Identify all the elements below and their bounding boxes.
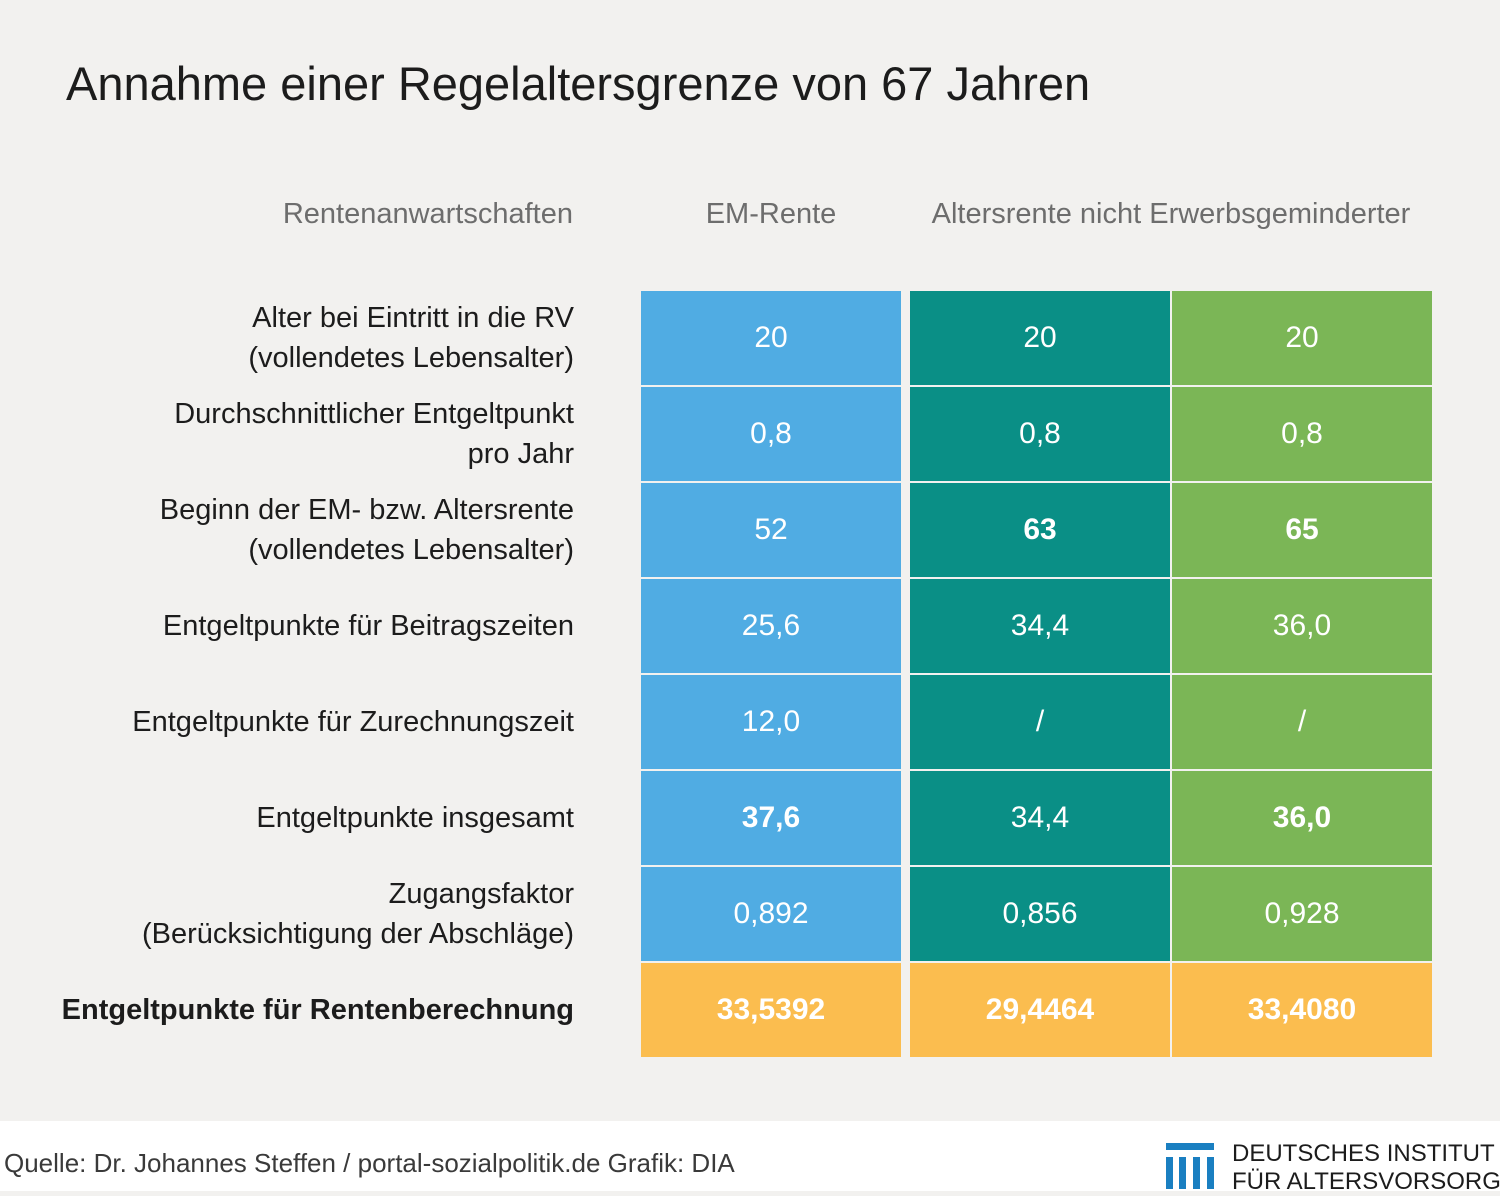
row-label-line: (vollendetes Lebensalter)	[248, 342, 574, 374]
row-label-line: pro Jahr	[467, 438, 574, 470]
table-cell: 52	[641, 483, 901, 577]
row-label-line: Entgeltpunkte für Beitragszeiten	[162, 610, 574, 642]
row-label: Entgeltpunkte für Rentenberechnung	[0, 963, 574, 1057]
row-label: Entgeltpunkte insgesamt	[0, 771, 574, 865]
table-cell: 20	[641, 291, 901, 385]
table-cell: 34,4	[910, 771, 1170, 865]
table-cell: 34,4	[910, 579, 1170, 673]
row-label-line: (Berücksichtigung der Abschläge)	[141, 918, 574, 950]
footer-bar	[0, 1121, 1500, 1191]
table-cell: 63	[910, 483, 1170, 577]
row-label: Entgeltpunkte für Beitragszeiten	[0, 579, 574, 673]
column-header-em-rente: EM-Rente	[705, 198, 837, 230]
source-note: Quelle: Dr. Johannes Steffen / portal-so…	[4, 1148, 735, 1178]
table-cell: 29,4464	[910, 963, 1170, 1057]
row-label-line: Entgeltpunkte für Zurechnungszeit	[132, 706, 574, 738]
table-cell: 36,0	[1172, 579, 1432, 673]
row-label: Alter bei Eintritt in die RV (vollendetes…	[0, 291, 574, 385]
table-cell: 0,928	[1172, 867, 1432, 961]
table-cell: 0,8	[910, 387, 1170, 481]
table-cell: 0,856	[910, 867, 1170, 961]
row-label-line: Beginn der EM- bzw. Altersrente	[159, 494, 574, 526]
column-header-altersrente: Altersrente nicht Erwerbsgeminderter	[931, 198, 1411, 230]
table-cell: 36,0	[1172, 771, 1432, 865]
row-label-line: Durchschnittlicher Entgeltpunkt	[174, 398, 574, 430]
table-cell: /	[1172, 675, 1432, 769]
logo-line-2: FÜR ALTERSVORSORGE	[1232, 1168, 1500, 1195]
table-cell: 25,6	[641, 579, 901, 673]
logo-line-1: DEUTSCHES INSTITUT	[1232, 1140, 1495, 1167]
row-label-line: Entgeltpunkte insgesamt	[256, 802, 574, 834]
row-label: Entgeltpunkte für Zurechnungszeit	[0, 675, 574, 769]
dia-logo-icon	[1166, 1143, 1214, 1189]
row-header-label: Rentenanwartschaften	[282, 198, 573, 230]
row-label: Beginn der EM- bzw. Altersrente (vollende…	[0, 483, 574, 577]
table-cell: 33,4080	[1172, 963, 1432, 1057]
table-cell: 33,5392	[641, 963, 901, 1057]
row-label-line: Zugangsfaktor	[388, 878, 574, 910]
table-cell: 37,6	[641, 771, 901, 865]
row-label-line: (vollendetes Lebensalter)	[248, 534, 574, 566]
table-cell: 12,0	[641, 675, 901, 769]
table-cell: 0,8	[641, 387, 901, 481]
row-label: Durchschnittlicher Entgeltpunkt pro Jahr	[0, 387, 574, 481]
dia-logo-text: DEUTSCHES INSTITUT FÜR ALTERSVORSORGE	[1232, 1140, 1500, 1196]
table-cell: 20	[910, 291, 1170, 385]
table-cell: 0,8	[1172, 387, 1432, 481]
table-cell: 0,892	[641, 867, 901, 961]
row-label-line: Alter bei Eintritt in die RV	[252, 302, 574, 334]
page-title: Annahme einer Regelaltersgrenze von 67 J…	[66, 57, 1091, 110]
table-cell: 20	[1172, 291, 1432, 385]
table-cell: /	[910, 675, 1170, 769]
table-cell: 65	[1172, 483, 1432, 577]
row-label-line: Entgeltpunkte für Rentenberechnung	[61, 994, 574, 1026]
row-label: Zugangsfaktor (Berücksichtigung der Absch…	[0, 867, 574, 961]
